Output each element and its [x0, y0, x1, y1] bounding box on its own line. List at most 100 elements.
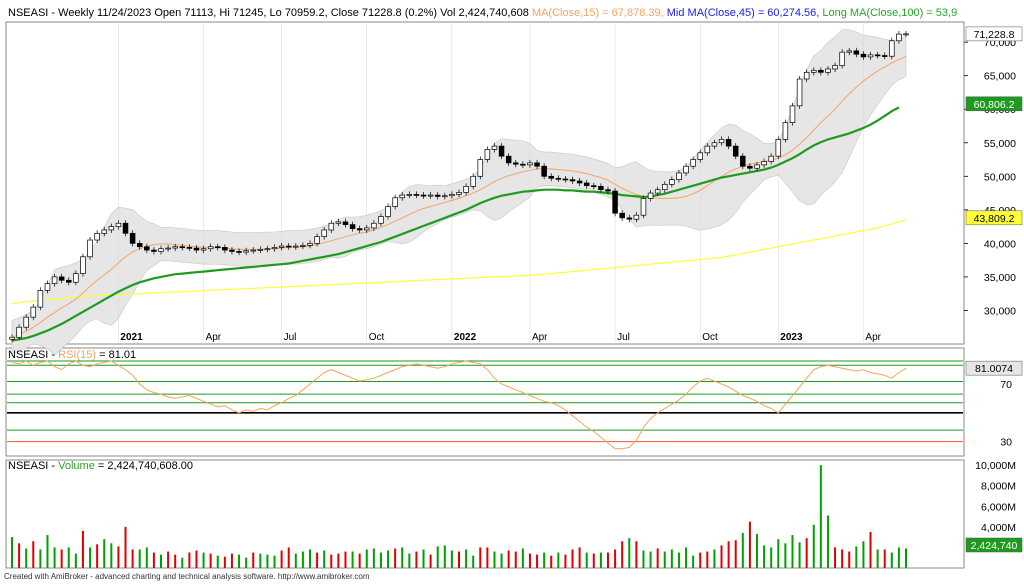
volume-bar: [869, 532, 872, 568]
candle-body: [328, 222, 335, 231]
volume-bar: [202, 552, 205, 568]
volume-bar: [124, 526, 127, 568]
y-tick-label: 35,000: [984, 272, 1016, 284]
volume-bar: [472, 555, 475, 568]
candle-body: [193, 247, 200, 251]
candle-body: [591, 185, 597, 188]
candle-body: [179, 246, 186, 249]
volume-bar: [777, 539, 780, 568]
mid-ma-line: [11, 106, 900, 342]
candle-body: [860, 53, 867, 58]
header-symbol: NSEASI: [8, 7, 48, 19]
volume-tick-label: 6,000M: [981, 501, 1016, 513]
candle-body: [839, 51, 845, 66]
volume-tick-label: 10,000M: [975, 460, 1016, 472]
x-tick-label-oct: Oct: [369, 332, 385, 343]
candle-body: [548, 175, 554, 179]
volume-bar: [46, 535, 49, 568]
candle-body: [427, 194, 434, 197]
volume-bar: [834, 547, 837, 568]
candle-body: [264, 248, 271, 251]
candle-body: [562, 178, 569, 181]
volume-bar: [798, 542, 801, 568]
volume-bar: [188, 552, 191, 568]
volume-last-label: 2,424,740: [971, 540, 1018, 552]
rsi-pane[interactable]: [5, 347, 965, 457]
volume-bar: [316, 552, 319, 568]
candle-body: [626, 217, 633, 220]
volume-bar: [252, 552, 255, 568]
volume-bar: [358, 553, 361, 568]
last-close-label-bg: [965, 26, 1023, 42]
candle-body: [796, 78, 803, 107]
candle-body: [342, 221, 349, 225]
volume-bar: [557, 552, 560, 568]
volume-bar: [876, 549, 879, 568]
volume-bar: [280, 550, 283, 568]
price-chart: 2021 Apr Jul Oct 2022 Apr Jul Oct 2023 Apr: [9, 22, 909, 356]
candle-body: [669, 179, 675, 185]
rsi-last-label-bg: [965, 360, 1023, 376]
candle-body: [683, 165, 689, 174]
header-ma15: MA(Close,15) = 67,878.39,: [532, 7, 664, 19]
long-ma-label-bg: [965, 210, 1023, 226]
candle-body: [754, 164, 760, 169]
rsi-symbol: NSEASI: [8, 349, 48, 361]
candle-body: [576, 180, 583, 184]
candle-body: [718, 139, 725, 144]
candle-body: [122, 222, 129, 234]
candle-body: [23, 316, 29, 328]
volume-bar: [81, 530, 84, 568]
volume-symbol: NSEASI: [8, 460, 48, 472]
volume-bar: [897, 547, 900, 568]
volume-bar: [145, 547, 148, 568]
candle-body: [434, 194, 441, 197]
volume-bar: [486, 547, 489, 568]
candle-body: [853, 50, 860, 55]
x-tick-label-oct: Oct: [702, 332, 718, 343]
volume-bar: [607, 552, 609, 568]
candle-body: [9, 336, 15, 340]
volume-bar: [614, 549, 617, 568]
candle-body: [44, 283, 51, 291]
rsi-value: = 81.01: [96, 349, 136, 361]
candle-body: [775, 139, 782, 157]
candle-body: [761, 161, 767, 166]
x-tick-label-apr: Apr: [532, 332, 548, 343]
volume-bar: [351, 551, 354, 568]
volume-bar: [699, 552, 702, 568]
footer-credit: Created with AmiBroker - advanced charti…: [4, 572, 370, 581]
volume-bar: [223, 556, 226, 568]
volume-bar: [855, 546, 858, 568]
volume-bar: [301, 551, 304, 568]
volume-chart: [11, 465, 907, 568]
volume-bar: [564, 554, 567, 568]
candle-body: [825, 68, 831, 73]
volume-bar: [770, 547, 773, 568]
volume-bar: [379, 552, 382, 568]
volume-pane[interactable]: [5, 459, 965, 569]
volume-bar: [344, 551, 347, 568]
volume-bar: [536, 554, 539, 568]
volume-bar: [230, 553, 233, 568]
candle-body: [725, 139, 732, 147]
volume-bar: [756, 534, 758, 568]
volume-bar: [571, 549, 574, 568]
candle-body: [94, 232, 100, 241]
volume-header: NSEASI - Volume = 2,424,740,608.00: [8, 460, 193, 472]
volume-value: = 2,424,740,608.00: [95, 460, 193, 472]
candle-body: [470, 175, 476, 187]
volume-bar: [649, 551, 652, 568]
candle-body: [640, 198, 647, 216]
rsi-chart: [7, 360, 963, 450]
volume-bar: [663, 551, 666, 568]
candle-body: [392, 197, 398, 207]
header-info: - Weekly 11/24/2023 Open 71113, Hi 71245…: [48, 7, 528, 19]
candle-body: [874, 54, 881, 57]
candle-body: [151, 249, 157, 252]
volume-bar: [387, 550, 390, 568]
candle-body: [704, 145, 711, 154]
volume-tick-label: 4,000M: [981, 522, 1016, 534]
volume-bar: [11, 537, 13, 568]
